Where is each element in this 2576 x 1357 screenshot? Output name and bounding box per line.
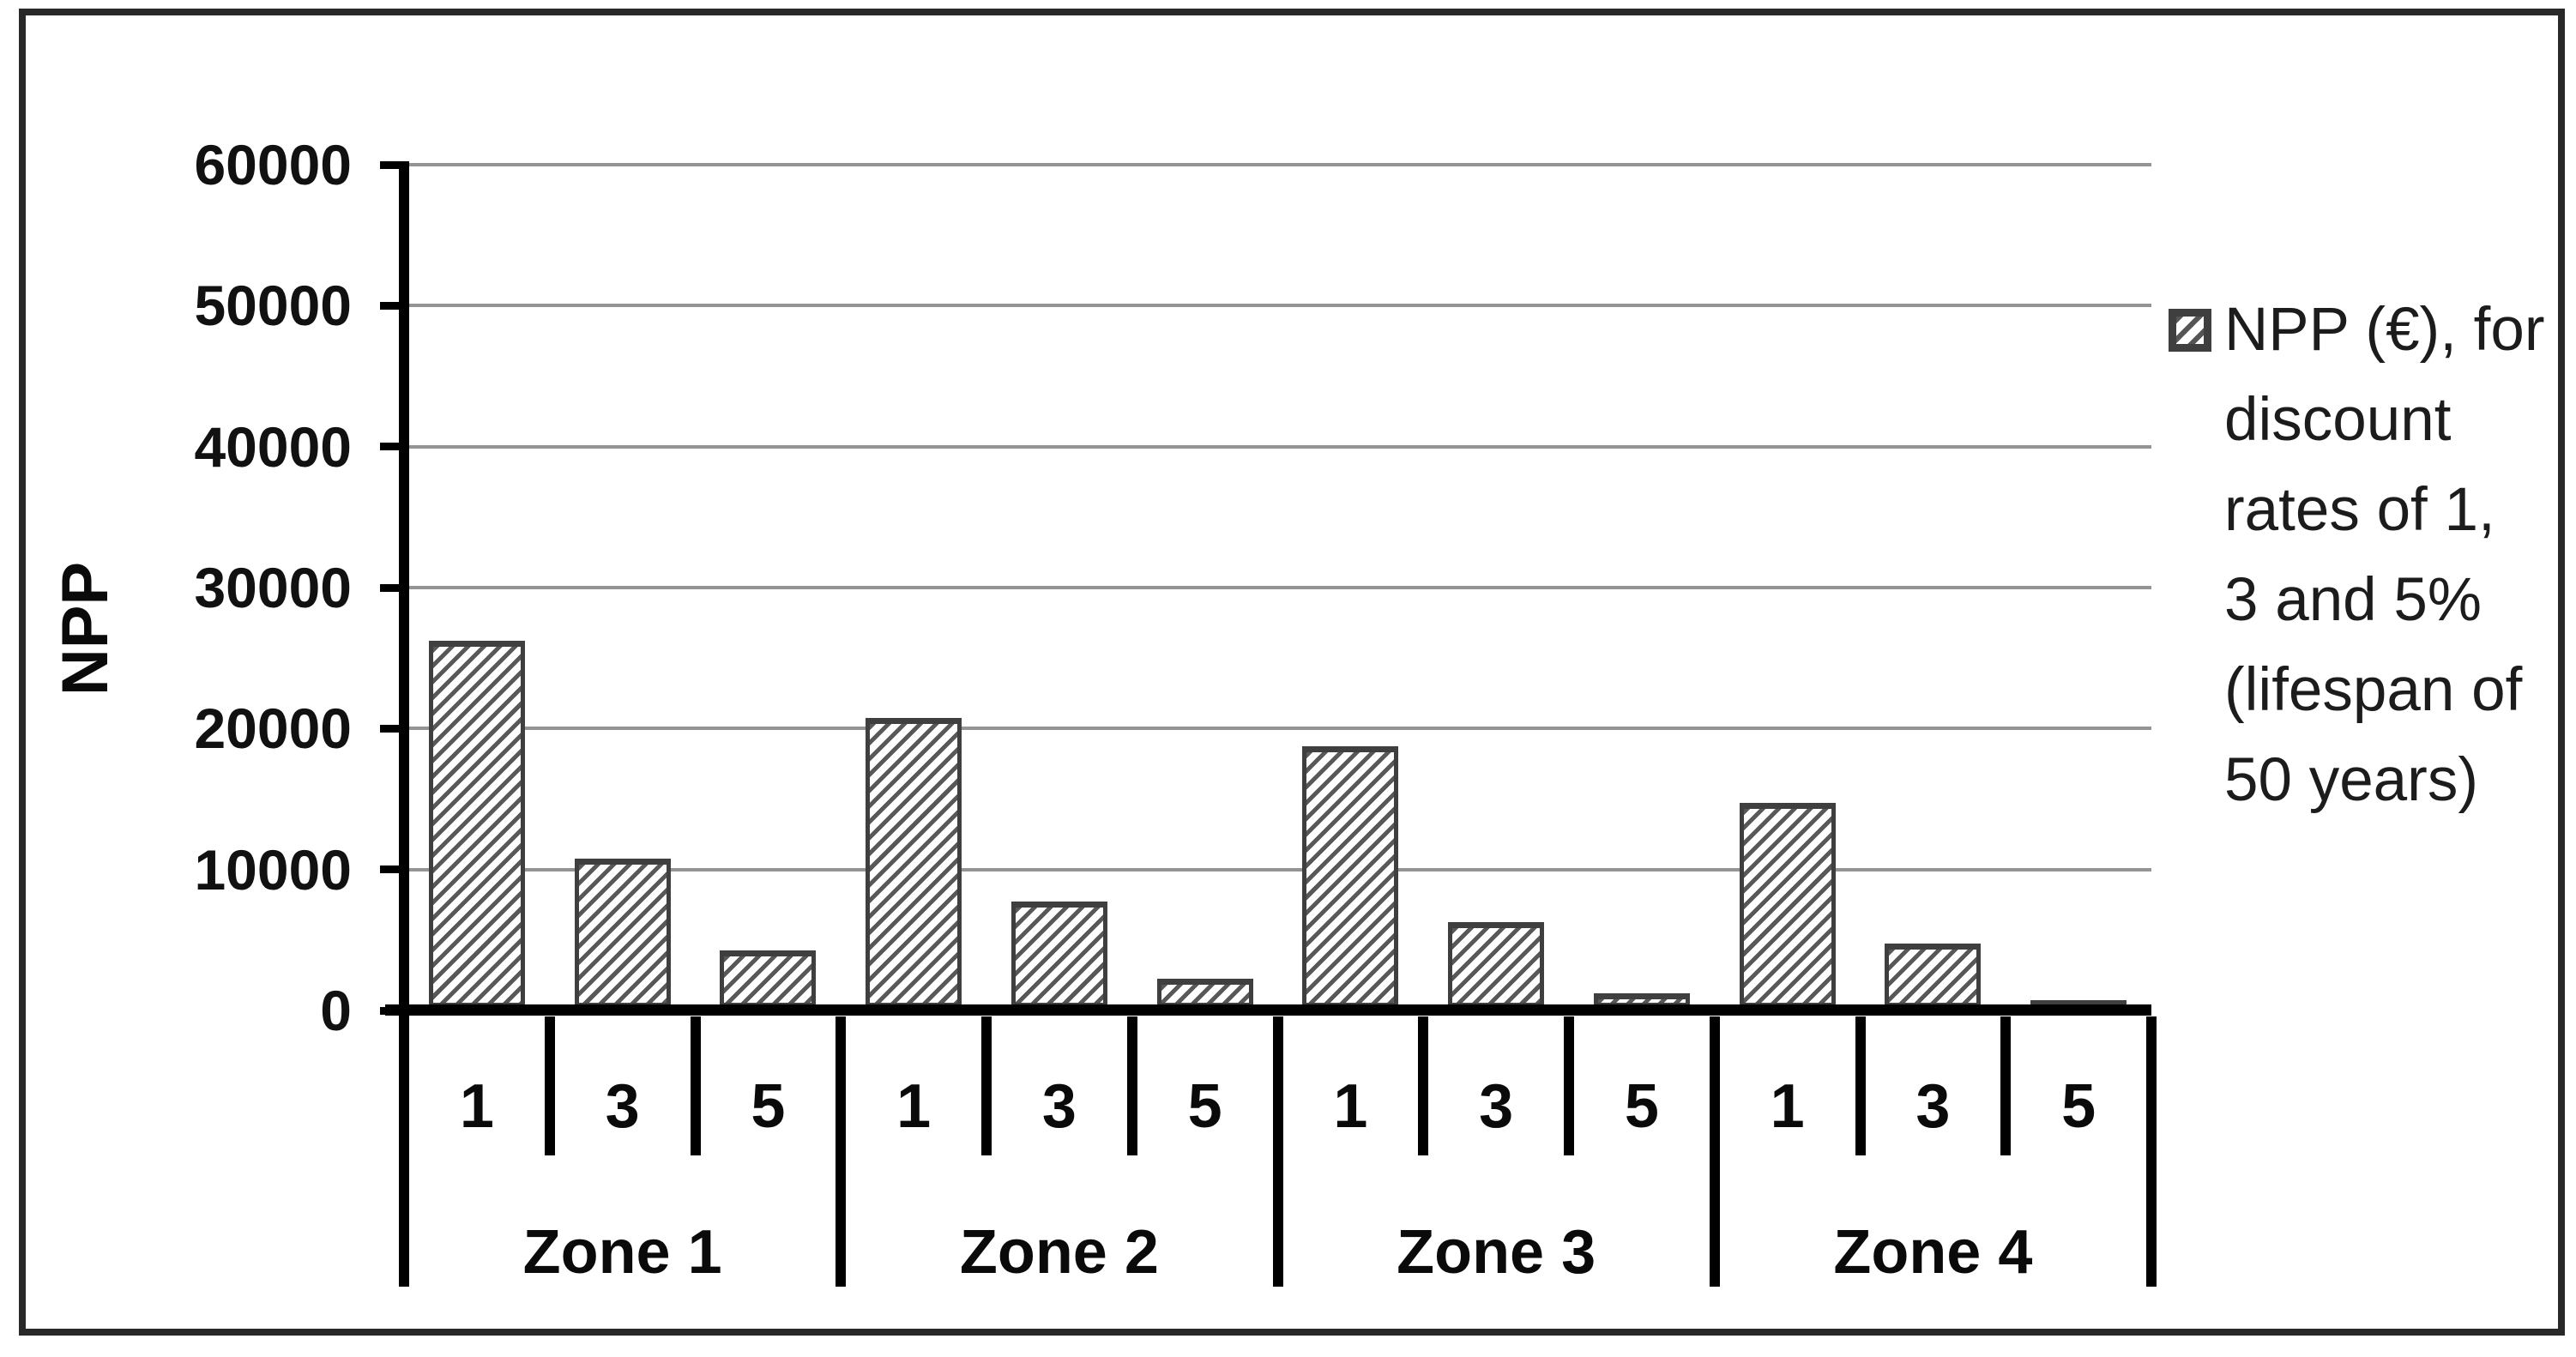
legend-line: 3 and 5% xyxy=(2224,566,2482,634)
legend-line: NPP (€), for xyxy=(2224,296,2545,364)
y-tick-10000 xyxy=(380,865,400,874)
gridline-20000 xyxy=(409,727,2151,731)
gridline-50000 xyxy=(409,304,2151,308)
bar-zone2-rate1 xyxy=(866,718,962,1007)
bar-zone1-rate3 xyxy=(574,859,671,1007)
y-tick-label-50000: 50000 xyxy=(194,274,352,338)
zone-label: Zone 1 xyxy=(522,1218,722,1287)
y-tick-40000 xyxy=(380,443,400,451)
legend-hatch-swatch-icon xyxy=(2169,309,2211,352)
zone-separator xyxy=(1272,1016,1283,1287)
category-label: 1 xyxy=(1770,1072,1805,1141)
zone-label: Zone 4 xyxy=(1833,1218,2033,1287)
y-tick-30000 xyxy=(380,583,400,592)
zone-separator xyxy=(836,1016,847,1287)
y-tick-label-10000: 10000 xyxy=(194,837,352,902)
gridline-60000 xyxy=(409,163,2151,166)
y-tick-20000 xyxy=(380,724,400,733)
legend-label: NPP (€), for discount rates of 1, 3 and 5% (… xyxy=(2224,285,2567,825)
legend-line: 50 years) xyxy=(2224,746,2478,814)
bar-zone1-rate1 xyxy=(428,640,525,1007)
category-label: 3 xyxy=(1479,1072,1514,1141)
zone-separator xyxy=(2146,1016,2157,1287)
category-label: 1 xyxy=(459,1072,494,1141)
y-tick-label-20000: 20000 xyxy=(194,697,352,761)
category-separator xyxy=(1564,1016,1574,1155)
zone-label: Zone 3 xyxy=(1397,1218,1596,1287)
y-tick-60000 xyxy=(380,160,400,169)
zone-separator xyxy=(399,1016,409,1287)
gridline-40000 xyxy=(409,444,2151,449)
category-separator xyxy=(2000,1016,2012,1155)
bar-zone3-rate3 xyxy=(1448,922,1545,1007)
category-label: 3 xyxy=(1915,1072,1951,1141)
zone-label: Zone 2 xyxy=(959,1218,1159,1287)
category-label: 1 xyxy=(1333,1072,1368,1141)
category-separator xyxy=(690,1016,701,1155)
bar-zone2-rate3 xyxy=(1010,901,1107,1007)
category-separator xyxy=(544,1016,555,1155)
category-separator xyxy=(1418,1016,1429,1155)
legend-line: rates of 1, xyxy=(2224,476,2495,544)
x-axis-line xyxy=(385,1004,2151,1016)
zone-separator xyxy=(1709,1016,1720,1287)
category-label: 3 xyxy=(1041,1072,1077,1141)
bar-zone4-rate1 xyxy=(1739,802,1836,1007)
bar-zone3-rate1 xyxy=(1302,745,1399,1007)
gridline-10000 xyxy=(409,867,2151,871)
category-label: 3 xyxy=(605,1072,640,1141)
bar-zone2-rate5 xyxy=(1156,979,1253,1007)
category-separator xyxy=(1855,1016,1866,1155)
y-tick-50000 xyxy=(380,301,400,310)
category-label: 5 xyxy=(1187,1072,1222,1141)
y-tick-label-30000: 30000 xyxy=(194,556,352,619)
category-separator xyxy=(1126,1016,1137,1155)
y-tick-label-40000: 40000 xyxy=(194,414,352,479)
y-tick-label-60000: 60000 xyxy=(194,133,352,196)
legend-line: (lifespan of xyxy=(2224,656,2523,724)
category-label: 5 xyxy=(751,1072,786,1141)
category-label: 5 xyxy=(2061,1072,2096,1141)
gridline-30000 xyxy=(409,586,2151,589)
y-tick-label-0: 0 xyxy=(320,979,352,1042)
bar-zone1-rate5 xyxy=(720,950,817,1007)
bar-zone4-rate3 xyxy=(1885,944,1982,1007)
category-label: 1 xyxy=(896,1072,932,1141)
legend-line: discount xyxy=(2224,386,2452,454)
category-label: 5 xyxy=(1624,1072,1659,1141)
category-separator xyxy=(981,1016,992,1155)
